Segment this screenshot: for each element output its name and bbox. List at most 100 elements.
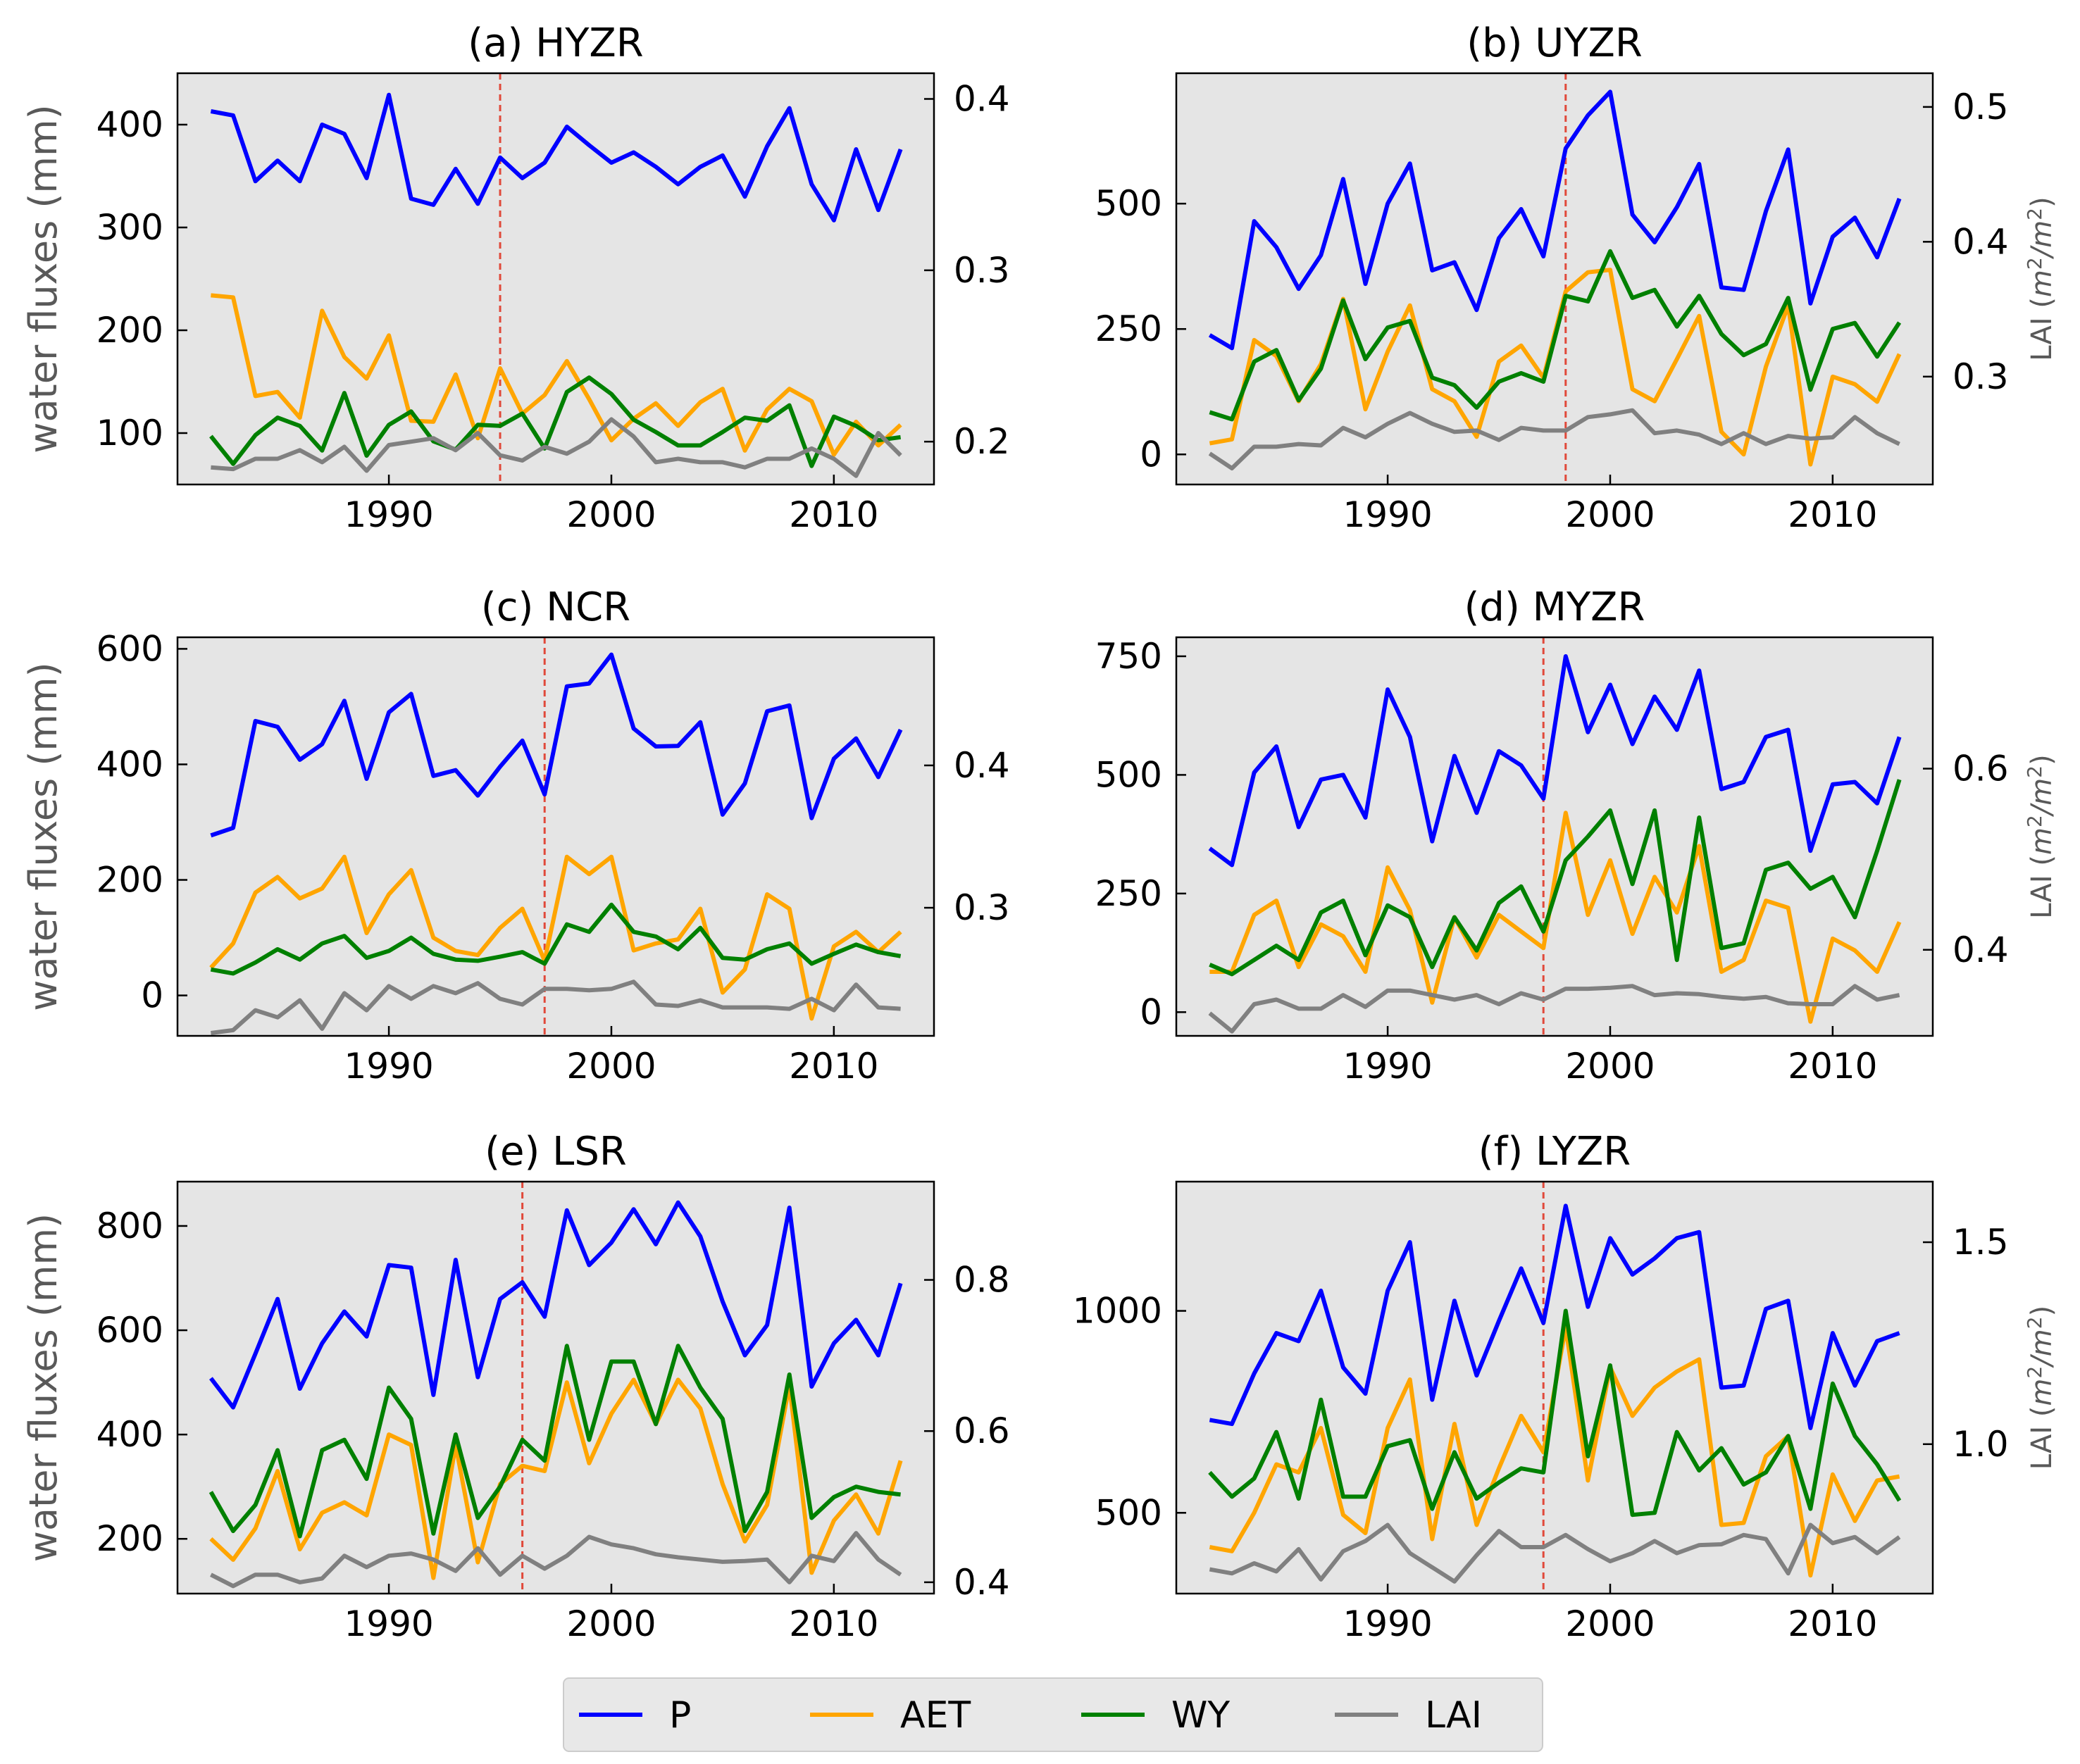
x-tick-label: 2000 (1565, 1603, 1655, 1644)
y2-axis-label: LAI (m2/m2) (2023, 196, 2058, 361)
panel-5: 1990 2000 2010 200 400 600 800 0.4 0.6 0.8 (e) LSR… (21, 1129, 1010, 1644)
y2-tick-label: 0.5 (1953, 87, 2009, 127)
panel-title: (a) HYZR (468, 20, 643, 66)
legend-label: AET (900, 1694, 971, 1737)
y2-tick-label: 0.3 (954, 887, 1010, 928)
x-tick-label: 2010 (1788, 1603, 1877, 1644)
plot-area (1176, 637, 1933, 1036)
y2-tick-label: 0.8 (954, 1260, 1010, 1301)
axes-frame (1175, 636, 1934, 1037)
y-tick-label: 800 (96, 1206, 163, 1246)
legend-label: LAI (1425, 1694, 1482, 1737)
x-tick-label: 2000 (1565, 494, 1655, 535)
y-tick-label: 200 (96, 310, 163, 351)
y2-tick-label: 1.0 (1953, 1424, 2009, 1465)
legend: P AET WY LAI (563, 1677, 1543, 1752)
series-line-wy (209, 375, 902, 468)
y2-tick-label: 0.4 (954, 745, 1010, 786)
series-line-wy (1208, 1308, 1902, 1518)
x-tick-label: 1990 (344, 1046, 433, 1087)
series-line-lai (210, 1531, 902, 1589)
y2-tick-label: 0.6 (954, 1410, 1010, 1451)
axes-frame (176, 1180, 935, 1595)
y-axis-label: water fluxes (mm) (21, 662, 66, 1011)
y-tick-label: 600 (96, 1310, 163, 1351)
legend-item-p: P (579, 1694, 691, 1737)
series-line-p (209, 1200, 903, 1410)
y-tick-label: 0 (1140, 434, 1162, 475)
y-tick-label: 600 (96, 628, 163, 669)
plot-area (178, 637, 934, 1036)
axes-frame (1175, 72, 1934, 486)
series-line-aet (211, 293, 902, 457)
series-line-p (1208, 89, 1902, 351)
x-tick-label: 2000 (566, 494, 656, 535)
y2-tick-label: 0.3 (954, 250, 1010, 291)
x-tick-label: 1990 (1343, 494, 1432, 535)
panel-title: (c) NCR (481, 584, 630, 630)
x-tick-label: 2000 (1565, 1046, 1655, 1087)
legend-item-wy: WY (1081, 1694, 1230, 1737)
x-tick-label: 1990 (1343, 1603, 1432, 1644)
panel-title: (f) LYZR (1478, 1129, 1631, 1175)
series-line-wy (1209, 779, 1902, 977)
axes-frame (176, 72, 935, 486)
series-line-lai (211, 417, 902, 478)
series-line-p (210, 652, 903, 838)
y-tick-label: 300 (96, 207, 163, 248)
series-line-lai (1209, 1522, 1901, 1584)
y-tick-label: 250 (1095, 873, 1162, 914)
x-tick-label: 1990 (344, 1603, 433, 1644)
x-tick-label: 2010 (1788, 1046, 1877, 1087)
x-tick-label: 2000 (566, 1046, 656, 1087)
panel-title: (e) LSR (485, 1129, 627, 1175)
x-tick-label: 2010 (789, 494, 878, 535)
series-line-p (1208, 654, 1902, 868)
y-tick-label: 100 (96, 413, 163, 453)
panel-6: 1990 2000 2010 500 1000 1.0 1.5 (f) LYZR LAI (m2… (1073, 1129, 2058, 1644)
y-tick-label: 500 (1095, 754, 1162, 795)
panel-2: 1990 2000 2010 0 250 500 0.3 0.4 0.5 (b) UYZR LAI … (1095, 20, 2058, 535)
y-axis-label: water fluxes (mm) (21, 1213, 66, 1562)
series-line-aet (1209, 811, 1902, 1024)
x-tick-label: 2010 (1788, 494, 1877, 535)
x-tick-label: 2010 (789, 1603, 878, 1644)
x-tick-label: 2000 (566, 1603, 656, 1644)
y2-tick-label: 0.4 (1953, 221, 2009, 262)
y-tick-label: 0 (1140, 992, 1162, 1032)
y-tick-label: 0 (141, 975, 163, 1016)
y-tick-label: 500 (1095, 183, 1162, 224)
plot-area (178, 1182, 934, 1594)
y2-tick-label: 0.3 (1953, 356, 2009, 397)
panel-3: 1990 2000 2010 0 200 400 600 0.3 0.4 (c) NCR water… (21, 584, 1010, 1087)
legend-item-lai: LAI (1335, 1694, 1482, 1737)
y-tick-label: 200 (96, 860, 163, 901)
y2-tick-label: 0.6 (1953, 749, 2009, 789)
legend-label: WY (1171, 1694, 1230, 1737)
legend-item-aet: AET (810, 1694, 971, 1737)
y-tick-label: 400 (96, 744, 163, 784)
y2-axis-label: LAI (m2/m2) (2023, 1306, 2058, 1470)
series-line-lai (1208, 408, 1900, 470)
y-tick-label: 1000 (1073, 1291, 1162, 1332)
series-line-wy (210, 902, 902, 976)
y-tick-label: 200 (96, 1518, 163, 1559)
y-tick-label: 750 (1095, 636, 1162, 677)
panel-4: 1990 2000 2010 0 250 500 750 0.4 0.6 (d) MYZR LAI … (1095, 584, 2058, 1087)
panel-1: 1990 2000 2010 100 200 300 400 0.2 0.3 0.4 (a) HYZ… (21, 20, 1010, 535)
x-tick-label: 1990 (344, 494, 433, 535)
axes-frame (1175, 1180, 1934, 1595)
series-line-wy (208, 1344, 901, 1539)
series-line-aet (209, 854, 902, 1021)
panel-title: (b) UYZR (1466, 20, 1643, 66)
legend-label: P (669, 1694, 691, 1737)
series-line-lai (211, 980, 901, 1035)
y-axis-label: water fluxes (mm) (21, 104, 66, 453)
series-line-lai (1208, 984, 1900, 1034)
x-tick-label: 1990 (1343, 1046, 1432, 1087)
y-tick-label: 400 (96, 104, 163, 145)
y2-tick-label: 1.5 (1953, 1222, 2009, 1263)
y-tick-label: 250 (1095, 308, 1162, 349)
panel-title: (d) MYZR (1464, 584, 1645, 630)
